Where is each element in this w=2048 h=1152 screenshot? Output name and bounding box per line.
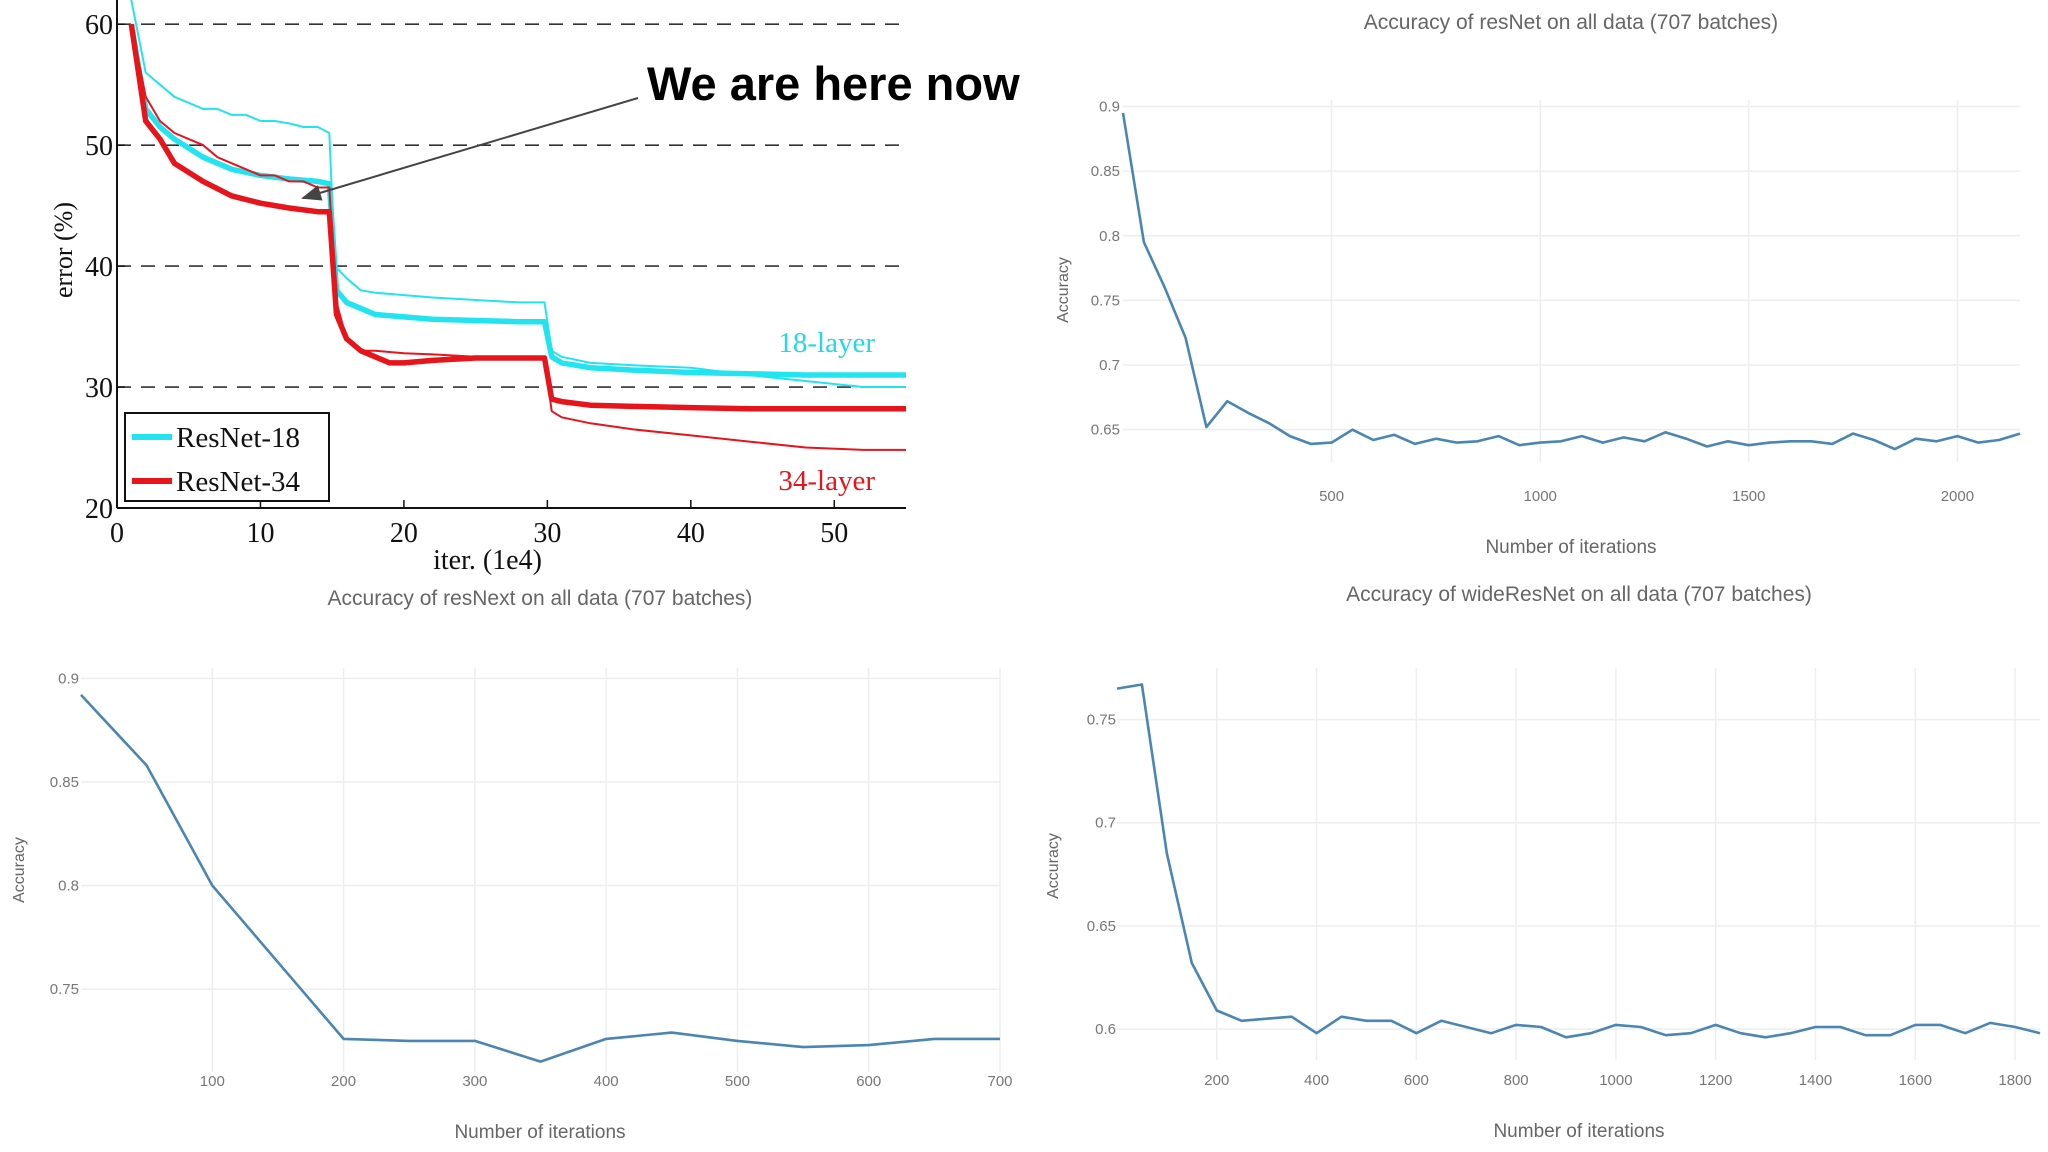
accuracy-line (80, 694, 1000, 1063)
x-tick-label: 50 (820, 518, 848, 549)
x-tick-label: 400 (594, 1073, 619, 1090)
x-axis-label: iter. (1e4) (433, 545, 542, 576)
x-tick-label: 2000 (1941, 488, 1974, 505)
accuracy-line (1116, 683, 2041, 1039)
chart-title: Accuracy of wideResNet on all data (707 … (1346, 583, 1812, 606)
y-tick-label: 0.8 (58, 878, 79, 895)
y-tick-label: 0.6 (1095, 1021, 1116, 1038)
y-axis-label: Accuracy (11, 837, 28, 903)
y-tick-label: 0.65 (1087, 918, 1116, 935)
y-tick-label: 0.7 (1095, 815, 1116, 832)
y-tick-label: 0.9 (1099, 98, 1120, 115)
x-tick-label: 200 (1204, 1072, 1229, 1089)
y-tick-label: 0.9 (58, 670, 79, 687)
accuracy-line (1121, 112, 2021, 451)
x-tick-label: 20 (390, 518, 418, 549)
x-axis-label: Number of iterations (1493, 1121, 1664, 1142)
series-line-2 (128, 23, 906, 378)
y-tick-label: 0.75 (1091, 292, 1120, 309)
x-tick-label: 600 (856, 1073, 881, 1090)
legend-box (124, 412, 330, 502)
x-tick-label: 1400 (1799, 1072, 1832, 1089)
series-line-1 (130, 0, 906, 388)
x-tick-label: 1200 (1699, 1072, 1732, 1089)
x-tick-label: 1000 (1524, 488, 1557, 505)
x-tick-label: 400 (1304, 1072, 1329, 1089)
x-tick-label: 500 (725, 1073, 750, 1090)
x-tick-label: 500 (1319, 488, 1344, 505)
x-tick-label: 40 (677, 518, 705, 549)
resnet-error-chart: 20 30 40 50 60 0 10 20 30 40 50 iter. (1e4) error (%… (49, 0, 906, 576)
x-tick-label: 300 (462, 1073, 487, 1090)
x-axis-label: Number of iterations (454, 1122, 625, 1143)
x-tick-label: 1000 (1599, 1072, 1632, 1089)
y-tick-label: 0.75 (1087, 712, 1116, 729)
y-tick-label: 40 (85, 252, 113, 283)
x-tick-label: 0 (110, 518, 124, 549)
y-tick-label: 0.8 (1099, 228, 1120, 245)
y-tick-label: 0.85 (1091, 163, 1120, 180)
annotation-34-layer: 34-layer (778, 465, 875, 497)
x-tick-label: 600 (1404, 1072, 1429, 1089)
x-tick-label: 800 (1504, 1072, 1529, 1089)
x-tick-label: 700 (987, 1073, 1012, 1090)
y-tick-label: 0.75 (50, 981, 79, 998)
annotation-text: We are here now (647, 57, 1020, 110)
y-tick-label: 60 (85, 10, 113, 41)
y-axis-label: Accuracy (1045, 833, 1062, 899)
chart-title: Accuracy of resNext on all data (707 bat… (328, 587, 753, 610)
y-tick-label: 0.65 (1091, 422, 1120, 439)
series-line-4 (128, 23, 906, 412)
y-axis-label: Accuracy (1055, 257, 1072, 323)
x-tick-label: 1800 (1998, 1072, 2031, 1089)
y-tick-label: 20 (85, 494, 113, 525)
annotation-arrow (301, 97, 639, 201)
x-tick-label: 100 (200, 1073, 225, 1090)
x-tick-label: 30 (533, 518, 561, 549)
annotation: We are here now (301, 57, 1020, 201)
y-tick-label: 50 (85, 131, 113, 162)
legend-label-resnet34: ResNet-34 (176, 466, 301, 498)
wideresnet-accuracy-chart: 200 400 600 800 1000 1200 1400 1600 1800 0.6 0.65 0… (1045, 583, 2041, 1142)
x-tick-label: 10 (246, 518, 274, 549)
y-tick-label: 0.85 (50, 774, 79, 791)
y-axis-label: error (%) (49, 202, 78, 298)
y-tick-label: 0.7 (1099, 357, 1120, 374)
resnext-accuracy-chart: 100 200 300 400 500 600 700 0.75 0.8 0.85 0.9 Accur… (11, 587, 1013, 1143)
x-tick-label: 1600 (1899, 1072, 1932, 1089)
y-tick-label: 30 (85, 373, 113, 404)
chart-title: Accuracy of resNet on all data (707 batc… (1364, 11, 1778, 34)
resnet-accuracy-chart: 500 1000 1500 2000 0.65 0.7 0.75 0.8 0.85 0.9 Accu… (1055, 11, 2021, 558)
annotation-18-layer: 18-layer (778, 327, 875, 359)
x-tick-label: 200 (331, 1073, 356, 1090)
legend-label-resnet18: ResNet-18 (176, 422, 300, 454)
legend: ResNet-18 ResNet-34 (124, 412, 330, 502)
x-axis-label: Number of iterations (1485, 537, 1656, 558)
x-tick-label: 1500 (1732, 488, 1765, 505)
